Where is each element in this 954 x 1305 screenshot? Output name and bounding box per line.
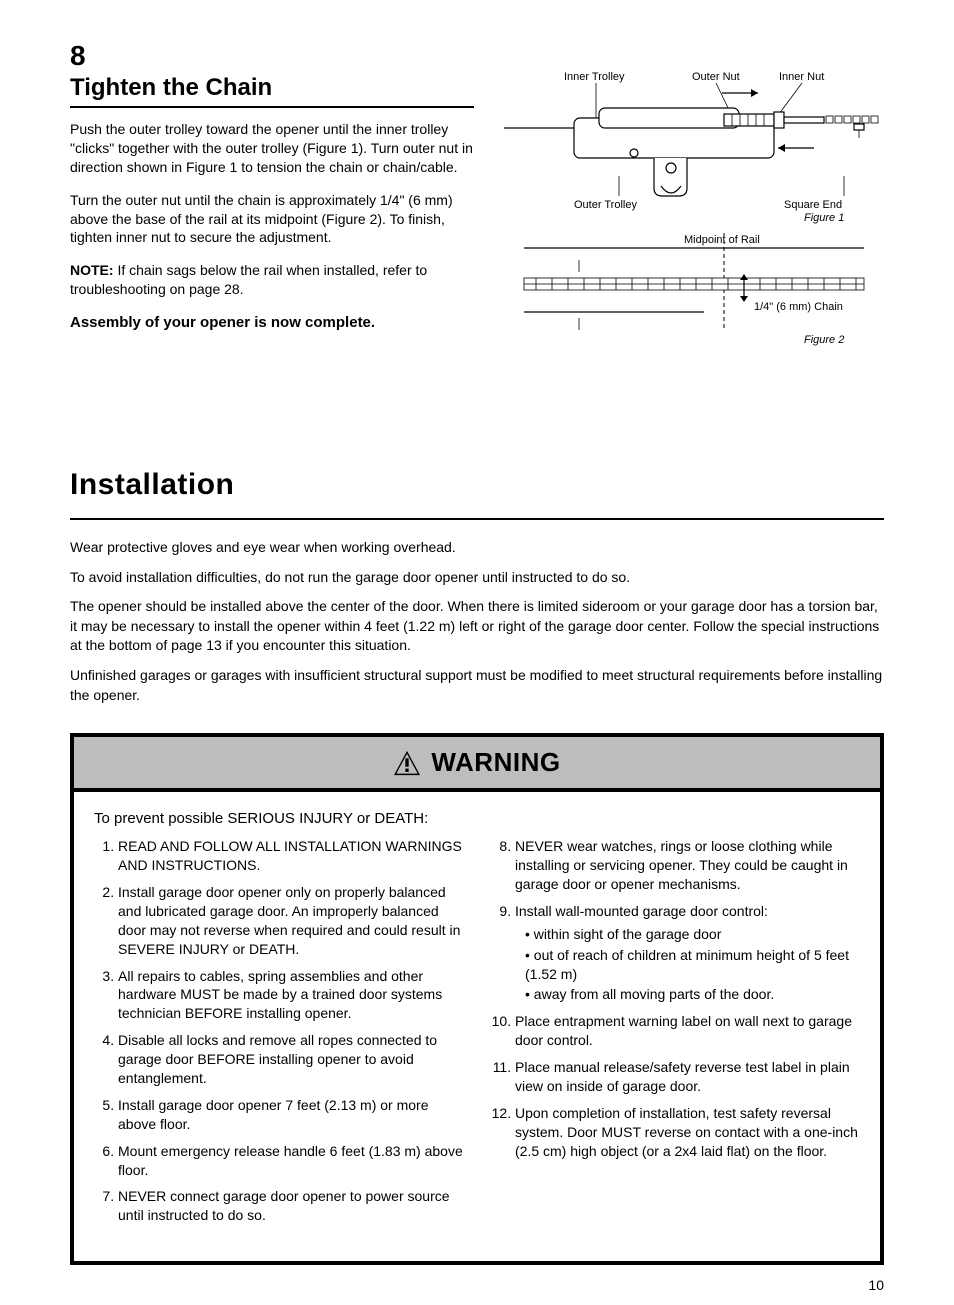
warn-item-9-sub-1: within sight of the garage door xyxy=(525,925,860,944)
warn-item-7: NEVER connect garage door opener to powe… xyxy=(118,1187,463,1225)
warn-item-2: Install garage door opener only on prope… xyxy=(118,883,463,959)
lbl-inner-nut: Inner Nut xyxy=(779,71,824,83)
installation-title: Installation xyxy=(70,468,884,502)
trolley-diagram: Inner Trolley Outer Nut Inner Nut xyxy=(504,68,884,408)
warning-triangle-icon xyxy=(393,750,421,776)
section-para-1: Push the outer trolley toward the opener… xyxy=(70,120,474,177)
installation-rule xyxy=(70,518,884,520)
warning-list-right: NEVER wear watches, rings or loose cloth… xyxy=(491,837,860,1160)
warning-list-left: READ AND FOLLOW ALL INSTALLATION WARNING… xyxy=(94,837,463,1225)
section-number: 8 xyxy=(70,40,474,72)
warn-item-11: Place manual release/safety reverse test… xyxy=(515,1058,860,1096)
lbl-figure-1: Figure 1 xyxy=(804,212,844,224)
lbl-square-end: Square End xyxy=(784,199,842,211)
warning-lead: To prevent possible SERIOUS INJURY or DE… xyxy=(94,810,860,827)
warn-item-10: Place entrapment warning label on wall n… xyxy=(515,1012,860,1050)
note-body: If chain sags below the rail when instal… xyxy=(70,262,427,297)
section-note: NOTE: If chain sags below the rail when … xyxy=(70,261,474,299)
figure-block: Inner Trolley Outer Nut Inner Nut xyxy=(504,68,884,413)
lbl-chain-dim: 1/4" (6 mm) Chain xyxy=(754,301,843,313)
lbl-outer-trolley: Outer Trolley xyxy=(574,199,637,211)
warn-item-4: Disable all locks and remove all ropes c… xyxy=(118,1031,463,1088)
warning-header: WARNING xyxy=(74,737,880,792)
warning-box: WARNING To prevent possible SERIOUS INJU… xyxy=(70,733,884,1265)
warn-item-12: Upon completion of installation, test sa… xyxy=(515,1104,860,1161)
lbl-outer-nut: Outer Nut xyxy=(692,71,740,83)
warn-item-6: Mount emergency release handle 6 feet (1… xyxy=(118,1142,463,1180)
warning-word: WARNING xyxy=(431,747,560,778)
install-para-1: Wear protective gloves and eye wear when… xyxy=(70,538,884,558)
warn-item-9-sub-3: away from all moving parts of the door. xyxy=(525,985,860,1004)
note-label: NOTE: xyxy=(70,262,114,278)
warn-item-3: All repairs to cables, spring assemblies… xyxy=(118,967,463,1024)
install-para-4: Unfinished garages or garages with insuf… xyxy=(70,666,884,705)
lbl-figure-2: Figure 2 xyxy=(804,334,844,346)
section-title: Tighten the Chain xyxy=(70,74,474,102)
warn-item-9: Install wall-mounted garage door control… xyxy=(515,902,860,1004)
lbl-inner-trolley: Inner Trolley xyxy=(564,71,625,83)
install-para-2: To avoid installation difficulties, do n… xyxy=(70,568,884,588)
page-number: 10 xyxy=(868,1277,884,1293)
section-rule xyxy=(70,106,474,108)
warn-item-8: NEVER wear watches, rings or loose cloth… xyxy=(515,837,860,894)
warn-item-1: READ AND FOLLOW ALL INSTALLATION WARNING… xyxy=(118,837,463,875)
warn-item-9-lead: Install wall-mounted garage door control… xyxy=(515,903,768,919)
assembly-complete: Assembly of your opener is now complete. xyxy=(70,313,474,333)
warn-item-5: Install garage door opener 7 feet (2.13 … xyxy=(118,1096,463,1134)
warn-item-9-sub-2: out of reach of children at minimum heig… xyxy=(525,946,860,984)
install-para-3: The opener should be installed above the… xyxy=(70,597,884,656)
lbl-midpoint: Midpoint of Rail xyxy=(684,234,760,246)
section-para-2: Turn the outer nut until the chain is ap… xyxy=(70,191,474,248)
